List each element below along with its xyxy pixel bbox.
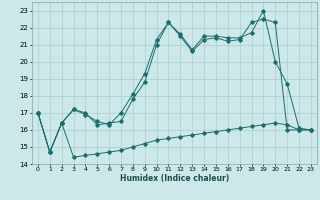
X-axis label: Humidex (Indice chaleur): Humidex (Indice chaleur): [120, 174, 229, 183]
